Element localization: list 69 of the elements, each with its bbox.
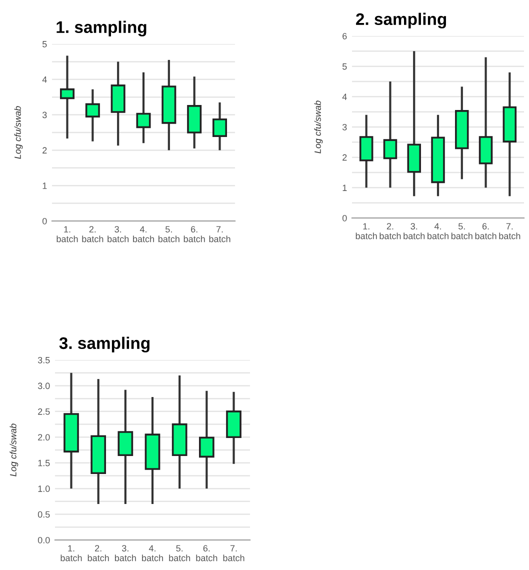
y-tick-label: 3 (42, 112, 47, 118)
y-tick-label: 3 (342, 124, 347, 130)
y-tick-label: 5 (42, 41, 47, 48)
y-tick-label: 0 (42, 218, 47, 224)
candlestick (60, 54, 75, 140)
x-tick-label: 2. batch (82, 226, 104, 242)
x-tick-label: 6. batch (184, 226, 205, 242)
x-tick-label: 6. batch (475, 223, 496, 240)
y-axis-title: Log cfu/swab (314, 100, 323, 154)
chart-title: 1. sampling (56, 20, 146, 36)
y-tick-label: 1.0 (38, 486, 50, 492)
chart-title: 3. sampling (59, 336, 150, 352)
candlestick (198, 390, 214, 490)
x-tick-label: 2. batch (380, 223, 401, 240)
x-tick-label: 3. batch (114, 545, 136, 562)
candlestick (407, 50, 421, 198)
candlestick (85, 88, 100, 142)
x-tick-label: 7. batch (209, 226, 230, 242)
x-tick-label: 5. batch (158, 226, 180, 242)
x-tick-label: 3. batch (108, 226, 129, 242)
x-tick-label: 2. batch (88, 545, 109, 562)
candlestick (455, 86, 469, 180)
y-tick-label: 3.5 (38, 356, 50, 364)
y-axis-title: Log cfu/swab (10, 424, 18, 476)
candlestick (118, 388, 134, 506)
y-tick-label: 0.5 (38, 511, 50, 518)
x-tick-label: 1. batch (56, 226, 78, 242)
y-tick-label: 1 (42, 182, 47, 189)
x-tick-label: 5. batch (169, 545, 190, 562)
y-tick-label: 5 (342, 63, 347, 70)
y-axis-title: Log cfu/swab (14, 106, 23, 159)
candlestick (431, 114, 445, 198)
x-tick-label: 5. batch (451, 223, 472, 240)
x-tick-label: 3. batch (404, 223, 425, 240)
y-tick-label: 4 (42, 76, 47, 83)
candlestick (502, 71, 517, 198)
candlestick (383, 80, 398, 189)
candlestick (162, 58, 176, 152)
candlestick (90, 378, 106, 506)
y-tick-label: 0.0 (38, 536, 50, 544)
candlestick (226, 390, 242, 465)
y-tick-label: 2.5 (38, 408, 50, 415)
candlestick (359, 114, 374, 189)
candlestick (144, 396, 160, 506)
x-tick-label: 4. batch (428, 223, 448, 240)
x-tick-label: 4. batch (142, 545, 163, 562)
y-tick-label: 2 (342, 154, 347, 161)
candlestick (187, 76, 202, 150)
y-tick-label: 4 (342, 94, 347, 100)
x-tick-label: 7. batch (223, 545, 244, 562)
candlestick (136, 71, 151, 144)
x-tick-label: 4. batch (133, 226, 154, 242)
candlestick (478, 56, 493, 189)
y-tick-label: 2.0 (38, 434, 50, 441)
y-tick-label: 3.0 (38, 382, 50, 390)
x-tick-label: 1. batch (356, 223, 377, 240)
x-tick-label: 1. batch (60, 545, 82, 562)
candlestick (212, 101, 228, 152)
y-tick-label: 2 (42, 147, 47, 154)
y-tick-label: 1.5 (38, 460, 50, 466)
chart-title: 2. sampling (356, 12, 446, 28)
y-tick-label: 6 (342, 32, 347, 40)
x-tick-label: 6. batch (196, 545, 218, 562)
y-tick-label: 1 (342, 184, 347, 191)
candlestick (172, 374, 188, 490)
candlestick (110, 60, 126, 147)
y-tick-label: 0 (342, 214, 347, 222)
candlestick (64, 372, 79, 490)
x-tick-label: 7. batch (499, 223, 520, 240)
